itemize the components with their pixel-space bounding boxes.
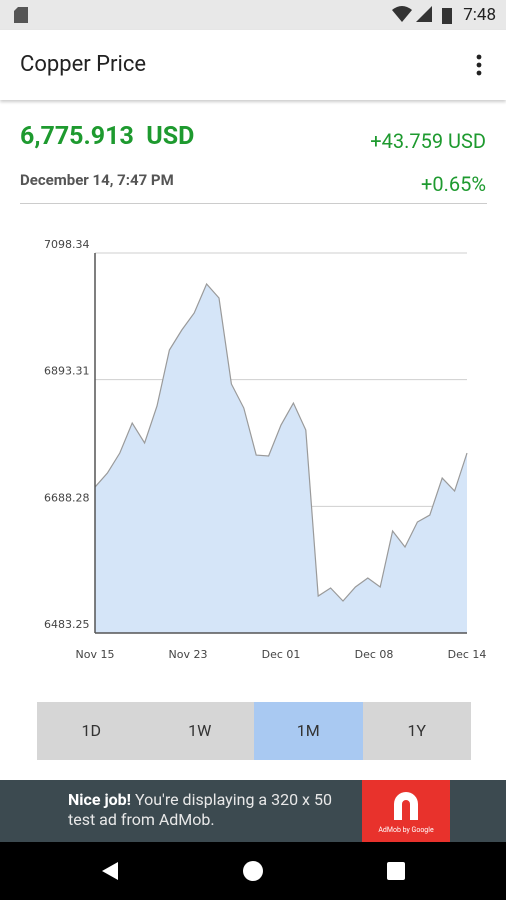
ad-headline: Nice job! — [68, 790, 131, 809]
x-tick-label: Nov 15 — [76, 648, 115, 661]
change-percent: +0.65% — [421, 172, 486, 196]
range-tab[interactable]: 1Y — [407, 721, 427, 740]
clock: 7:48 — [463, 5, 496, 25]
nav-bar — [0, 842, 506, 900]
y-tick-label: 6688.28 — [44, 491, 90, 504]
range-tabs: 1D 1W 1M 1Y — [37, 702, 471, 760]
change: +43.759 USD — [370, 129, 486, 153]
overflow-menu[interactable] — [474, 54, 484, 78]
sd-icon — [14, 7, 28, 23]
divider — [20, 203, 487, 204]
app-title: Copper Price — [20, 52, 147, 77]
ad-logo: AdMob by Google — [362, 780, 450, 842]
y-tick-label: 6483.25 — [44, 618, 90, 631]
x-tick-label: Dec 01 — [262, 648, 301, 661]
area — [95, 284, 467, 633]
x-tick-label: Dec 14 — [448, 648, 487, 661]
status-bar: 7:48 — [0, 0, 506, 30]
line — [94, 282, 468, 602]
y-tick-label: 7098.34 — [44, 238, 90, 251]
ad-line: test ad from AdMob. — [68, 810, 215, 829]
x-tick-label: Dec 08 — [355, 648, 394, 661]
nav-icons — [102, 861, 405, 881]
range-tab[interactable]: 1D — [81, 721, 102, 740]
chart: 6483.25 6688.28 6893.31 7098.34 Nov 15 Nov 23… — [44, 238, 487, 661]
ad-banner[interactable]: Nice job! You're displaying a 320 x 50 te… — [0, 780, 506, 842]
price: 6,775.913 USD — [20, 122, 194, 151]
status-icons — [392, 6, 452, 24]
ad-text: Nice job! You're displaying a 320 x 50 te… — [68, 790, 332, 830]
timestamp: December 14, 7:47 PM — [20, 171, 174, 189]
y-tick-label: 6893.31 — [44, 365, 90, 378]
admob-icon — [394, 792, 418, 820]
ad-logo-text: AdMob by Google — [378, 826, 434, 834]
range-tab[interactable]: 1W — [188, 721, 212, 740]
price-currency: USD — [146, 122, 195, 151]
app-bar: Copper Price — [0, 30, 506, 100]
ad-line: You're displaying a 320 x 50 — [131, 790, 332, 809]
price-value: 6,775.913 — [20, 122, 134, 151]
x-tick-label: Nov 23 — [169, 648, 208, 661]
range-tab[interactable]: 1M — [254, 702, 363, 760]
